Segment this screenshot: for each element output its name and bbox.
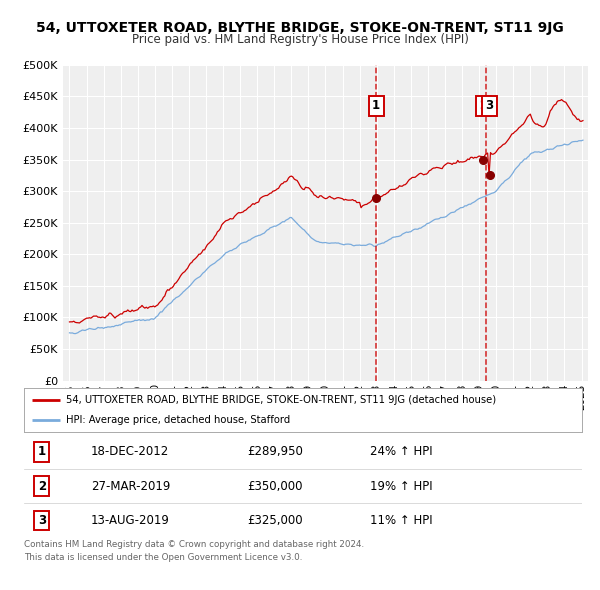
Text: £289,950: £289,950 [247,445,303,458]
Text: £325,000: £325,000 [247,514,303,527]
Text: 1: 1 [38,445,46,458]
Text: Contains HM Land Registry data © Crown copyright and database right 2024.
This d: Contains HM Land Registry data © Crown c… [24,540,364,562]
Text: 54, UTTOXETER ROAD, BLYTHE BRIDGE, STOKE-ON-TRENT, ST11 9JG: 54, UTTOXETER ROAD, BLYTHE BRIDGE, STOKE… [36,21,564,35]
Text: 3: 3 [38,514,46,527]
Text: Price paid vs. HM Land Registry's House Price Index (HPI): Price paid vs. HM Land Registry's House … [131,33,469,46]
Text: 18-DEC-2012: 18-DEC-2012 [91,445,169,458]
Text: 2: 2 [479,100,487,113]
Text: 27-MAR-2019: 27-MAR-2019 [91,480,170,493]
Text: 24% ↑ HPI: 24% ↑ HPI [370,445,433,458]
Text: 19% ↑ HPI: 19% ↑ HPI [370,480,433,493]
Text: 54, UTTOXETER ROAD, BLYTHE BRIDGE, STOKE-ON-TRENT, ST11 9JG (detached house): 54, UTTOXETER ROAD, BLYTHE BRIDGE, STOKE… [66,395,496,405]
Text: 11% ↑ HPI: 11% ↑ HPI [370,514,433,527]
Text: 1: 1 [372,100,380,113]
Text: 13-AUG-2019: 13-AUG-2019 [91,514,170,527]
Text: £350,000: £350,000 [247,480,303,493]
Text: 3: 3 [485,100,494,113]
Text: HPI: Average price, detached house, Stafford: HPI: Average price, detached house, Staf… [66,415,290,425]
Text: 2: 2 [38,480,46,493]
